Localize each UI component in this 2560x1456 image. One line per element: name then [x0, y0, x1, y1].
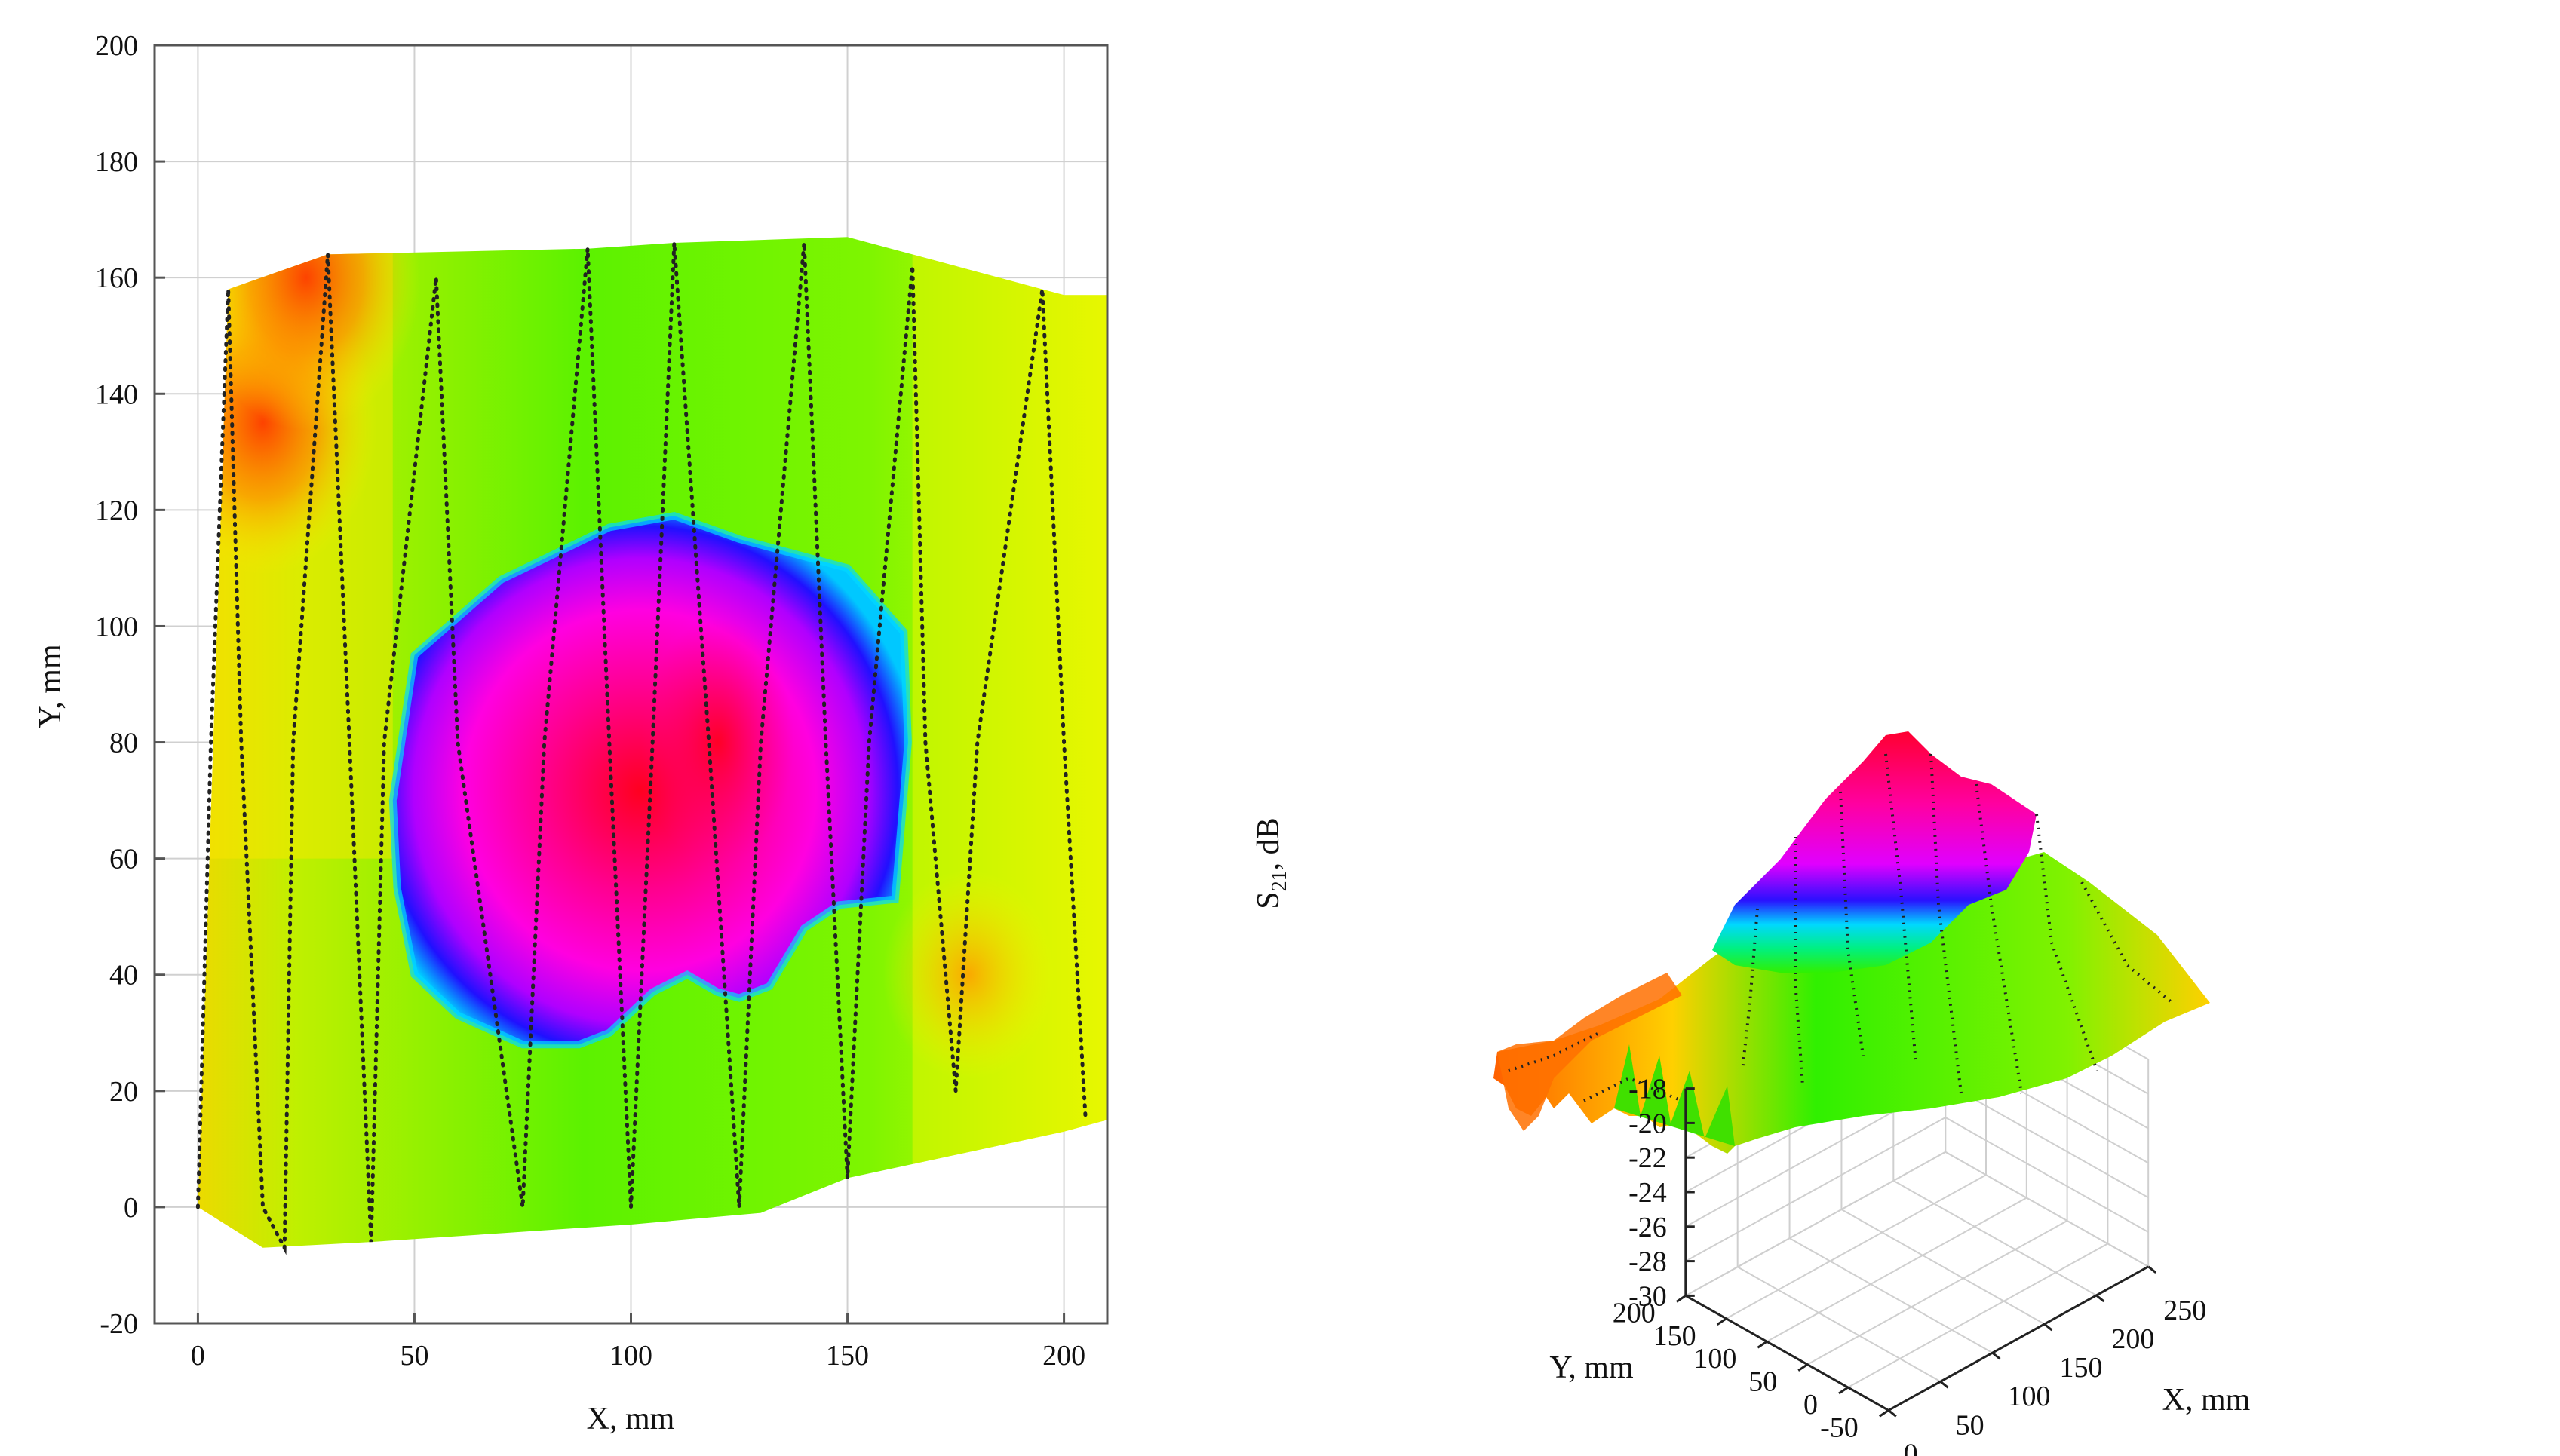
heatmap-x-tick-label: 200: [1042, 1340, 1085, 1372]
surface-backwall-gridline: [1945, 1117, 2149, 1233]
surface-z-label: S21, dB: [1251, 817, 1291, 909]
surface-y-tick-label: 0: [1803, 1389, 1818, 1421]
surface-x-tick: [2043, 1323, 2053, 1332]
heatmap-axes: 0 50 100 150 200 -20 0 20 40 60 80 100 120 140 160 180 2…: [95, 30, 1109, 1372]
surface-backwall-gridline: [1685, 1117, 1946, 1262]
surface-floor-gridline: [1806, 1220, 2068, 1366]
surface-x-label: X, mm: [2162, 1383, 2251, 1418]
heatmap-y-tick-label: 200: [95, 30, 138, 62]
surface-backwall-gridline: [1945, 1151, 2149, 1267]
surface-z-tick-label: -30: [1628, 1280, 1667, 1312]
surface-x-tick: [1991, 1351, 2001, 1360]
surface-x-tick-label: 0: [1904, 1438, 1918, 1456]
surface-axes: 050100150200250-50050100150200-18-20-22-…: [1613, 1074, 2206, 1456]
surface-y-tick: [1716, 1317, 1727, 1326]
heatmap-chart: 0 50 100 150 200 -20 0 20 40 60 80 100 120 140 160 180 2…: [33, 30, 1109, 1436]
surface-z-tick-label: -22: [1628, 1142, 1667, 1174]
surface-warm-left: [1497, 973, 1682, 1131]
heatmap-y-tick-label: 180: [95, 146, 138, 178]
surface-mesh: [1493, 731, 2210, 1154]
surface-x-axis-line: [1888, 1265, 2149, 1412]
surface-z-label-sub: 21: [1268, 870, 1291, 891]
heatmap-y-tick-label: 160: [95, 262, 138, 294]
heatmap-y-tick-label: -20: [100, 1308, 138, 1340]
surface-z-label-s: S: [1251, 891, 1286, 909]
heatmap-y-tick-label: 40: [109, 960, 138, 992]
scan-path: [195, 242, 1088, 1255]
surface-y-axis-line: [1685, 1295, 1889, 1412]
heatmap-x-tick-label: 150: [826, 1340, 869, 1372]
surface-chart: 050100150200250-50050100150200-18-20-22-…: [1251, 731, 2251, 1456]
surface-floor-gridline: [1840, 1209, 2045, 1325]
surface-y-tick-label: -50: [1820, 1412, 1859, 1443]
surface-dome: [1712, 731, 2037, 973]
surface-z-tick-label: -20: [1628, 1108, 1667, 1139]
heatmap-y-tick-label: 0: [124, 1192, 138, 1224]
surface-y-tick-label: 200: [1613, 1297, 1656, 1329]
surface-floor-gridline: [1726, 1174, 1987, 1320]
heatmap-y-tick-label: 100: [95, 611, 138, 642]
surface-y-tick: [1675, 1295, 1687, 1303]
surface-x-tick: [2095, 1294, 2105, 1303]
surface-backwall-gridline: [1685, 1151, 1946, 1297]
surface-z-label-unit: , dB: [1251, 817, 1286, 870]
surface-x-tick: [2147, 1265, 2157, 1274]
surface-x-tick-label: 50: [1956, 1409, 1984, 1441]
surface-y-tick-label: 50: [1748, 1366, 1777, 1398]
heatmap-y-tick-label: 20: [109, 1076, 138, 1108]
surface-x-tick-label: 200: [2111, 1323, 2154, 1355]
surface-y-tick: [1838, 1386, 1849, 1395]
surface-y-label: Y, mm: [1549, 1350, 1634, 1385]
surface-x-tick-label: 250: [2163, 1295, 2206, 1326]
heatmap-x-label: X, mm: [587, 1402, 675, 1436]
surface-spikes: [1614, 1044, 1735, 1146]
surface-z-tick-label: -24: [1628, 1177, 1667, 1209]
heatmap-y-tick-label: 120: [95, 495, 138, 526]
surface-floor-gridline: [1847, 1243, 2108, 1388]
heatmap-y-tick-label: 60: [109, 844, 138, 875]
warm-spot: [882, 869, 1054, 1080]
surface-y-tick-label: 100: [1693, 1343, 1736, 1375]
surface-floor-gridline: [1737, 1266, 1941, 1383]
surface-mesh-lines: [1508, 753, 2174, 1102]
heatmap-x-tick-label: 50: [400, 1340, 428, 1372]
surface-backwall-gridline: [1945, 1082, 2149, 1199]
surface-z-tick-label: -26: [1628, 1212, 1667, 1243]
surface-floor-gridline: [1789, 1237, 1994, 1354]
surface-y-tick: [1878, 1409, 1889, 1418]
surface-x-tick: [1887, 1409, 1897, 1418]
surface-z-tick-label: -28: [1628, 1246, 1667, 1278]
hot-core: [641, 618, 794, 866]
heatmap-y-tick-label: 80: [109, 728, 138, 759]
heatmap-y-label: Y, mm: [33, 644, 68, 728]
surface-floor-gridline: [1892, 1180, 2097, 1296]
surface-y-tick: [1757, 1340, 1768, 1349]
surface-x-tick-label: 100: [2008, 1381, 2051, 1412]
heatmap-y-tick-label: 140: [95, 379, 138, 410]
surface-x-tick: [1939, 1381, 1949, 1389]
surface-y-tick: [1797, 1363, 1809, 1372]
heatmap-x-tick-label: 100: [609, 1340, 652, 1372]
surface-z-tick-label: -18: [1628, 1074, 1667, 1105]
surface-y-tick-label: 150: [1653, 1320, 1696, 1352]
surface-x-tick-label: 150: [2059, 1352, 2102, 1384]
warm-spot: [198, 237, 421, 431]
surface-skirt: [1493, 852, 2210, 1154]
heatmap-x-tick-label: 0: [191, 1340, 205, 1372]
surface-floor-gridline: [1766, 1197, 2027, 1343]
